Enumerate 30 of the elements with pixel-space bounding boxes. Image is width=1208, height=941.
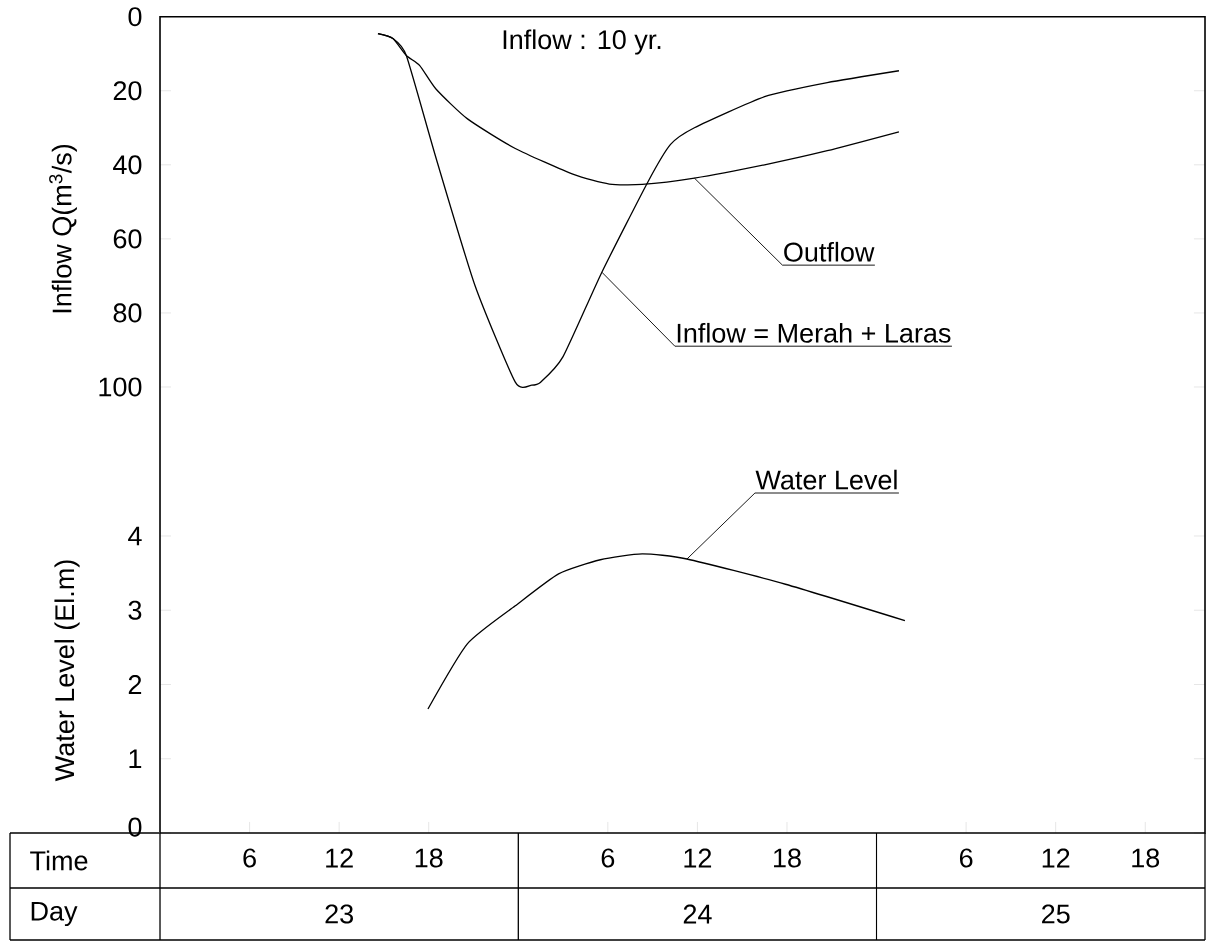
y-tick-label: 1 xyxy=(129,749,142,769)
text: Inflow = Merah + Laras xyxy=(677,322,951,343)
y-tick-label: 60 xyxy=(113,229,142,249)
x-tick-label: 6 xyxy=(601,848,615,868)
text: Outflow xyxy=(784,241,875,262)
y-tick-label: 0 xyxy=(128,7,142,27)
annotation: Inflow : 10 yr. xyxy=(503,29,661,55)
y-axis-title: Inflow Q(m$^{3}$/s) xyxy=(49,144,77,313)
x-tick-label: 12 xyxy=(326,848,353,868)
x-tick-label: 12 xyxy=(1042,848,1070,868)
y-tick-label: 80 xyxy=(113,303,142,323)
y-tick-label: 40 xyxy=(113,155,142,175)
x-tick-label: 18 xyxy=(774,848,801,868)
x-tick-label: 18 xyxy=(1132,848,1160,868)
x-tick-label: 18 xyxy=(415,848,443,868)
x-tick-label: 12 xyxy=(684,848,712,868)
y-axis-title: Water Level (El.m) xyxy=(54,560,80,782)
x-axis-title: Time xyxy=(30,850,88,871)
y-tick-label: 4 xyxy=(128,526,142,546)
y-tick-label: 20 xyxy=(113,81,142,101)
x2-tick-label: 25 xyxy=(1042,904,1070,924)
y-tick-label: 100 xyxy=(99,377,142,397)
x-tick-label: 6 xyxy=(959,848,973,868)
x2-tick-label: 24 xyxy=(683,904,712,924)
y-tick-label: 3 xyxy=(128,600,142,620)
y-tick-label: 2 xyxy=(128,675,142,694)
text: Water Level xyxy=(755,469,897,490)
x2-tick-label: 23 xyxy=(325,904,353,924)
x2-axis-title: Day xyxy=(31,901,78,927)
x-tick-label: 6 xyxy=(243,848,256,868)
